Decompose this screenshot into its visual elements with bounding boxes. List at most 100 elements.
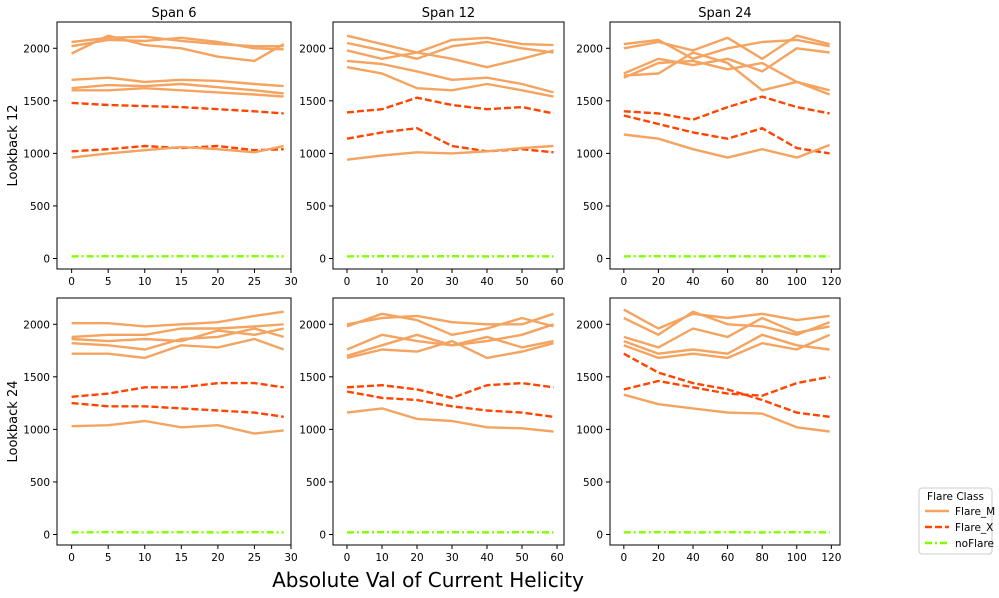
x-tick-label: 0 [68,552,75,564]
x-tick-label: 80 [755,276,768,288]
y-tick-label: 1500 [299,372,326,384]
x-tick-label: 50 [515,552,528,564]
series-line-flare_m-4 [346,59,554,94]
y-tick-label: 500 [583,201,603,213]
y-tick-label: 500 [30,477,50,489]
y-tick-label: 500 [30,201,50,213]
panel-title: Span 24 [698,6,751,21]
x-tick-label: 0 [68,276,75,288]
series-line-flare_m-5 [623,51,831,96]
x-tick-label: 20 [211,276,224,288]
x-tick-label: 10 [375,552,388,564]
x-tick-label: 10 [138,552,151,564]
panel-title: Span 12 [422,6,475,21]
x-tick-label: 30 [284,552,297,564]
x-tick-label: 10 [375,276,388,288]
x-tick-label: 20 [652,276,665,288]
row-label: Lookback 12 [6,104,21,186]
x-tick-label: 0 [620,552,627,564]
y-tick-label: 0 [319,253,326,265]
y-tick-label: 1000 [23,148,50,160]
y-tick-label: 0 [319,529,326,541]
row-label: Lookback 24 [6,380,21,462]
y-tick-label: 1500 [299,96,326,108]
y-tick-label: 1000 [23,424,50,436]
series-line-flare_m-2 [623,310,831,336]
series-line-flare_m-1 [71,310,284,328]
x-tick-label: 20 [652,552,665,564]
series-group [346,34,554,258]
x-tick-label: 40 [686,276,699,288]
series-group [71,310,285,534]
series-line-flare_m-8 [71,419,284,435]
y-tick-label: 500 [583,477,603,489]
panel-4: 0 5 10 15 20 25 30 0 500 1000 1500 2000 Lookback 24 [6,297,298,564]
series-line-flare_m-8 [346,144,554,161]
y-tick-label: 500 [306,477,326,489]
panel-5: 0 10 20 30 40 50 60 0 500 1000 1500 2000 [299,297,565,564]
panel-3: 0 20 40 60 80 100 120 0 500 1000 1500 2000 Span 24 [576,6,841,288]
series-line-flare_x-6 [71,381,284,398]
series-line-flare_m-5 [623,333,831,360]
series-line-flare_x-8 [71,144,284,153]
x-tick-label: 50 [515,276,528,288]
legend-label-noflare: noFlare [955,538,994,550]
x-tick-label: 60 [721,552,734,564]
series-line-flare_m-8 [623,393,830,433]
series-line-flare_m-9 [71,144,284,159]
series-line-flare_x-7 [346,390,554,418]
y-tick-label: 2000 [576,43,603,55]
series-line-flare_x-7 [71,101,284,115]
series-line-flare_m-1 [71,35,284,48]
y-tick-label: 1000 [576,424,603,436]
y-tick-label: 0 [43,253,50,265]
y-tick-label: 1500 [576,96,603,108]
axes-frame [609,21,841,270]
series-line-flare_m-4 [71,327,285,351]
legend-title: Flare Class [927,491,984,503]
series-line-flare_m-3 [623,316,830,349]
axes-frame [56,297,292,546]
y-tick-label: 1500 [23,372,50,384]
x-tick-label: 120 [821,552,841,564]
series-line-flare_x-7 [71,401,284,418]
y-tick-label: 0 [43,529,50,541]
series-line-flare_m-1 [623,34,830,60]
series-line-flare_m-2 [346,40,554,60]
x-tick-label: 10 [138,276,151,288]
y-tick-label: 1000 [299,148,326,160]
series-line-flare_m-3 [623,47,830,75]
series-line-flare_m-5 [71,82,284,95]
series-line-flare_m-6 [71,86,284,98]
legend-box [918,487,993,555]
x-tick-label: 40 [686,552,699,564]
x-tick-label: 120 [821,276,841,288]
y-tick-label: 2000 [23,319,50,331]
series-line-flare_m-4 [346,333,554,357]
axes-frame [332,21,565,270]
series-line-flare_m-2 [623,38,830,60]
series-line-flare_m-5 [346,339,554,360]
x-tick-label: 20 [410,276,423,288]
x-tick-label: 20 [211,552,224,564]
x-tick-label: 0 [344,276,351,288]
x-tick-label: 5 [105,552,112,564]
series-line-flare_m-1 [346,312,554,326]
x-tick-label: 60 [550,552,563,564]
x-tick-label: 60 [550,276,563,288]
series-line-flare_x-7 [623,375,830,397]
series-line-flare_x-6 [623,95,830,121]
axes-frame [332,297,565,546]
x-tick-label: 100 [787,276,807,288]
series-line-flare_x-6 [623,352,830,418]
series-line-flare_m-2 [71,323,284,339]
y-tick-label: 1000 [299,424,326,436]
x-tick-label: 40 [480,276,493,288]
x-tick-label: 0 [344,552,351,564]
axes-frame [609,297,841,546]
legend-label-flare_m: Flare_M [955,506,995,518]
y-tick-label: 2000 [299,43,326,55]
series-line-flare_m-5 [346,66,554,98]
legend-label-flare_x: Flare_X [955,522,993,534]
